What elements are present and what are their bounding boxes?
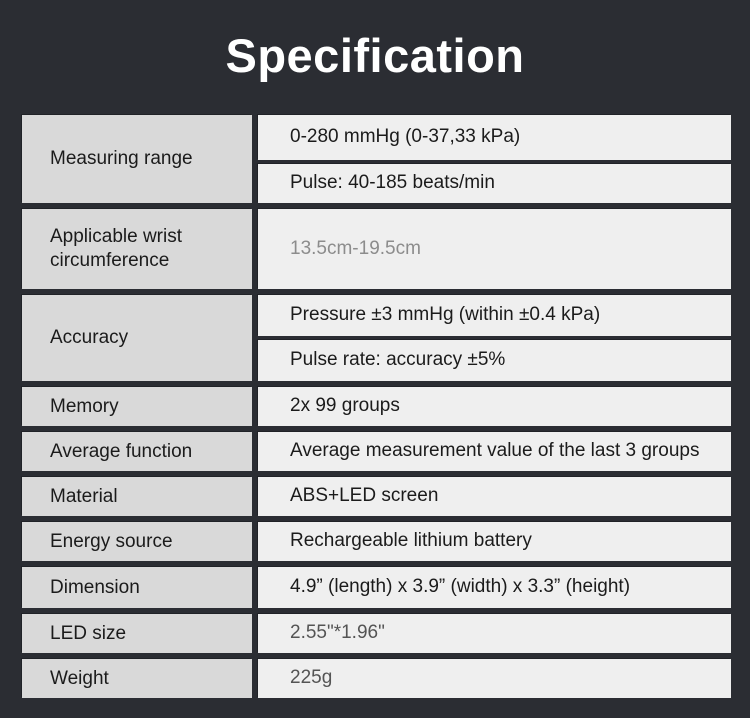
spec-row-dimension: Dimension 4.9” (length) x 3.9” (width) x… <box>22 567 731 608</box>
spec-row-weight: Weight 225g <box>22 659 731 698</box>
spec-row-measuring-range: Measuring range 0-280 mmHg (0-37,33 kPa)… <box>22 115 731 203</box>
spec-value: Rechargeable lithium battery <box>258 522 731 561</box>
spec-row-wrist-circumference: Applicable wrist circumference 13.5cm-19… <box>22 209 731 289</box>
spec-label: Material <box>22 477 252 516</box>
spec-label: Average function <box>22 432 252 471</box>
spec-label: LED size <box>22 614 252 653</box>
spec-label: Energy source <box>22 522 252 561</box>
page-title: Specification <box>225 29 525 82</box>
spec-value: Pulse: 40-185 beats/min <box>258 164 731 203</box>
spec-label: Memory <box>22 387 252 426</box>
spec-row-led-size: LED size 2.55"*1.96" <box>22 614 731 653</box>
spec-value: 225g <box>258 659 731 698</box>
spec-row-material: Material ABS+LED screen <box>22 477 731 516</box>
spec-value: 0-280 mmHg (0-37,33 kPa) <box>258 115 731 160</box>
spec-value: 4.9” (length) x 3.9” (width) x 3.3” (hei… <box>258 567 731 608</box>
spec-value: Pressure ±3 mmHg (within ±0.4 kPa) <box>258 295 731 336</box>
spec-value: 2x 99 groups <box>258 387 731 426</box>
spec-value: 2.55"*1.96" <box>258 614 731 653</box>
specification-table: Measuring range 0-280 mmHg (0-37,33 kPa)… <box>22 115 731 698</box>
spec-value: ABS+LED screen <box>258 477 731 516</box>
spec-label: Applicable wrist circumference <box>22 209 252 289</box>
spec-value: Average measurement value of the last 3 … <box>258 432 731 471</box>
spec-value: 13.5cm-19.5cm <box>258 209 731 289</box>
spec-row-average-function: Average function Average measurement val… <box>22 432 731 471</box>
spec-row-memory: Memory 2x 99 groups <box>22 387 731 426</box>
spec-label: Accuracy <box>22 295 252 381</box>
spec-value: Pulse rate: accuracy ±5% <box>258 340 731 381</box>
spec-row-energy-source: Energy source Rechargeable lithium batte… <box>22 522 731 561</box>
spec-row-accuracy: Accuracy Pressure ±3 mmHg (within ±0.4 k… <box>22 295 731 381</box>
spec-label: Measuring range <box>22 115 252 203</box>
spec-label: Weight <box>22 659 252 698</box>
spec-label: Dimension <box>22 567 252 608</box>
